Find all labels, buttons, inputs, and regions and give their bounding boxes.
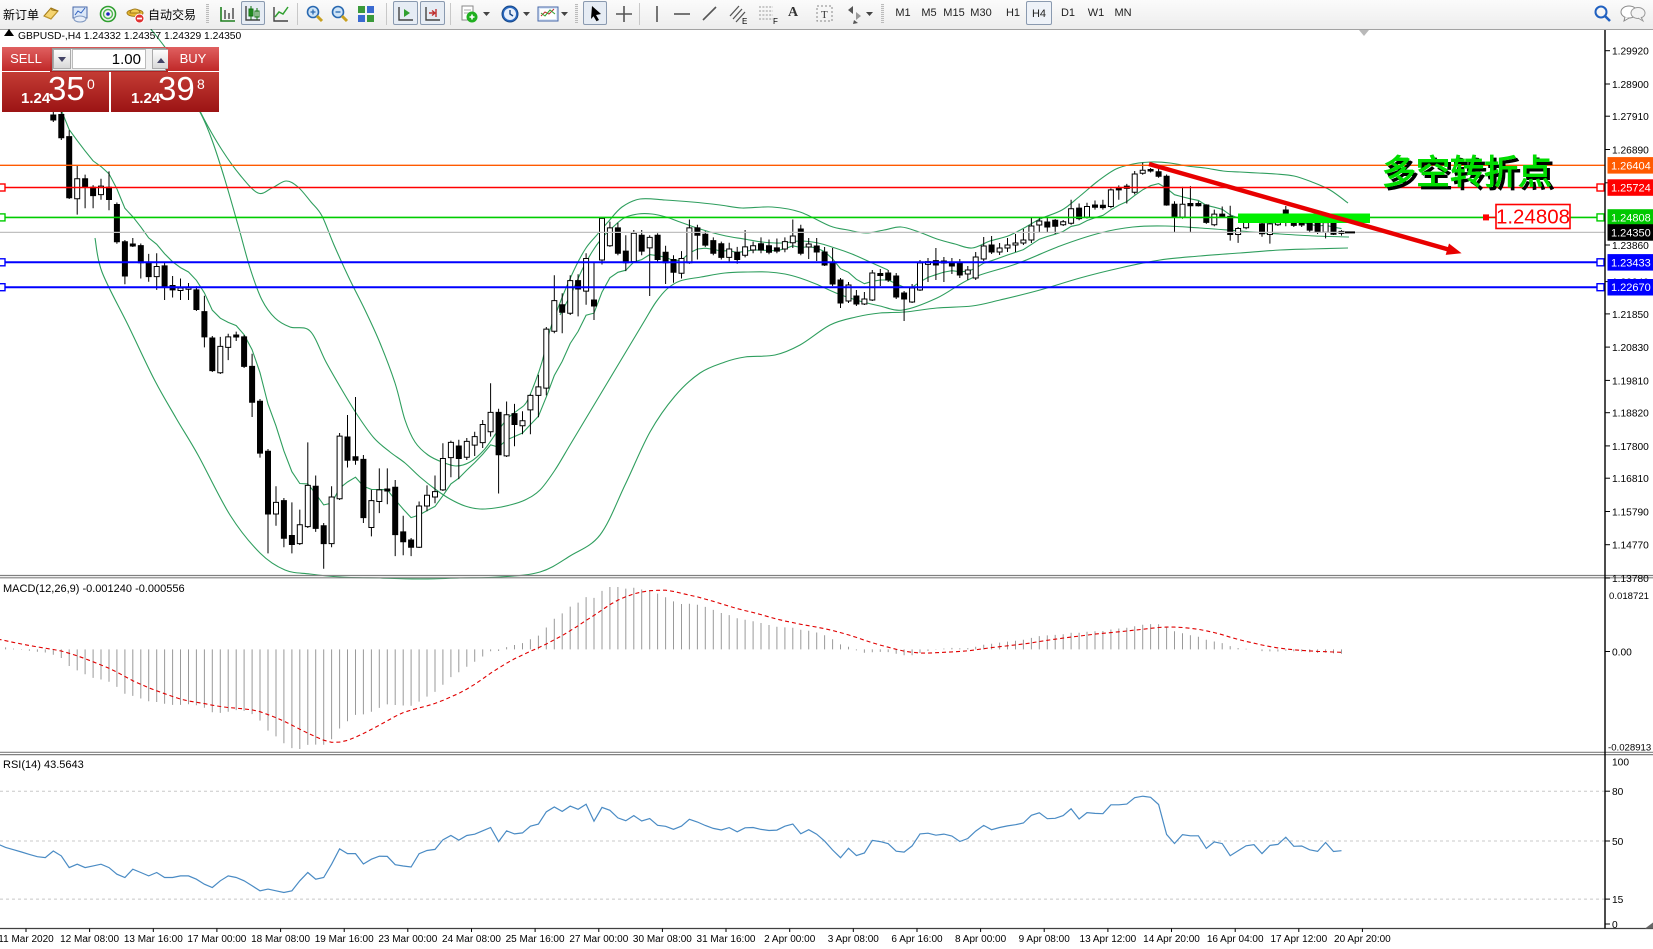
svg-text:31 Mar 16:00: 31 Mar 16:00 bbox=[697, 934, 756, 945]
svg-text:2 Apr 00:00: 2 Apr 00:00 bbox=[764, 934, 816, 945]
svg-text:1.24808: 1.24808 bbox=[1496, 206, 1570, 229]
svg-text:GBPUSD-,H4 1.24332 1.24357 1.: GBPUSD-,H4 1.24332 1.24357 1.24329 1.243… bbox=[18, 31, 242, 42]
svg-text:8 Apr 00:00: 8 Apr 00:00 bbox=[955, 934, 1007, 945]
svg-text:1.24808: 1.24808 bbox=[1611, 212, 1651, 224]
svg-text:25 Mar 16:00: 25 Mar 16:00 bbox=[506, 934, 565, 945]
svg-text:17 Mar 00:00: 17 Mar 00:00 bbox=[187, 934, 246, 945]
svg-text:12 Mar 08:00: 12 Mar 08:00 bbox=[60, 934, 119, 945]
svg-text:23 Mar 00:00: 23 Mar 00:00 bbox=[378, 934, 437, 945]
svg-text:1.27910: 1.27910 bbox=[1612, 112, 1649, 123]
svg-text:1.16810: 1.16810 bbox=[1612, 474, 1649, 485]
svg-text:1.25724: 1.25724 bbox=[1611, 183, 1651, 195]
svg-text:1.22670: 1.22670 bbox=[1611, 282, 1651, 294]
svg-text:T: T bbox=[821, 9, 828, 21]
svg-text:多空转折点: 多空转折点 bbox=[1382, 154, 1552, 192]
svg-text:1.19810: 1.19810 bbox=[1612, 376, 1649, 387]
svg-text:80: 80 bbox=[1612, 787, 1624, 798]
svg-text:11 Mar 2020: 11 Mar 2020 bbox=[0, 934, 54, 945]
svg-text:15: 15 bbox=[1612, 895, 1624, 906]
svg-text:3 Apr 08:00: 3 Apr 08:00 bbox=[828, 934, 880, 945]
svg-text:1.13780: 1.13780 bbox=[1612, 574, 1649, 585]
svg-text:9 Apr 08:00: 9 Apr 08:00 bbox=[1019, 934, 1071, 945]
svg-text:30 Mar 08:00: 30 Mar 08:00 bbox=[633, 934, 692, 945]
svg-text:1.14770: 1.14770 bbox=[1612, 541, 1649, 552]
svg-text:13 Mar 16:00: 13 Mar 16:00 bbox=[124, 934, 183, 945]
svg-text:1.26404: 1.26404 bbox=[1611, 160, 1651, 172]
svg-text:0.00: 0.00 bbox=[1612, 648, 1632, 659]
svg-text:1.23433: 1.23433 bbox=[1611, 257, 1651, 269]
svg-text:6 Apr 16:00: 6 Apr 16:00 bbox=[891, 934, 943, 945]
svg-text:18 Mar 08:00: 18 Mar 08:00 bbox=[251, 934, 310, 945]
svg-text:13 Apr 12:00: 13 Apr 12:00 bbox=[1080, 934, 1137, 945]
svg-text:1.29920: 1.29920 bbox=[1612, 47, 1649, 58]
svg-text:20 Apr 20:00: 20 Apr 20:00 bbox=[1334, 934, 1391, 945]
svg-text:19 Mar 16:00: 19 Mar 16:00 bbox=[315, 934, 374, 945]
svg-text:F: F bbox=[773, 17, 778, 26]
svg-text:16 Apr 04:00: 16 Apr 04:00 bbox=[1207, 934, 1264, 945]
svg-text:1.20830: 1.20830 bbox=[1612, 343, 1649, 354]
svg-text:1.23860: 1.23860 bbox=[1612, 241, 1649, 252]
svg-text:27 Mar 00:00: 27 Mar 00:00 bbox=[569, 934, 628, 945]
svg-text:0.018721: 0.018721 bbox=[1609, 591, 1649, 602]
svg-text:MACD(12,26,9) -0.001240 -0.000: MACD(12,26,9) -0.001240 -0.000556 bbox=[3, 583, 185, 595]
svg-text:50: 50 bbox=[1612, 837, 1624, 848]
svg-text:RSI(14) 43.5643: RSI(14) 43.5643 bbox=[3, 759, 84, 771]
svg-text:1.26890: 1.26890 bbox=[1612, 146, 1649, 157]
svg-text:17 Apr 12:00: 17 Apr 12:00 bbox=[1270, 934, 1327, 945]
svg-text:1.24350: 1.24350 bbox=[1611, 227, 1651, 239]
svg-text:1.28900: 1.28900 bbox=[1612, 80, 1649, 91]
svg-text:1.15790: 1.15790 bbox=[1612, 508, 1649, 519]
svg-text:1.17800: 1.17800 bbox=[1612, 442, 1649, 453]
svg-text:1.21850: 1.21850 bbox=[1612, 310, 1649, 321]
svg-text:-0.028913: -0.028913 bbox=[1608, 743, 1651, 754]
svg-text:24 Mar 08:00: 24 Mar 08:00 bbox=[442, 934, 501, 945]
svg-text:14 Apr 20:00: 14 Apr 20:00 bbox=[1143, 934, 1200, 945]
svg-text:E: E bbox=[742, 17, 747, 26]
svg-text:100: 100 bbox=[1612, 758, 1629, 769]
svg-text:1.18820: 1.18820 bbox=[1612, 409, 1649, 420]
svg-text:0: 0 bbox=[1612, 920, 1618, 931]
